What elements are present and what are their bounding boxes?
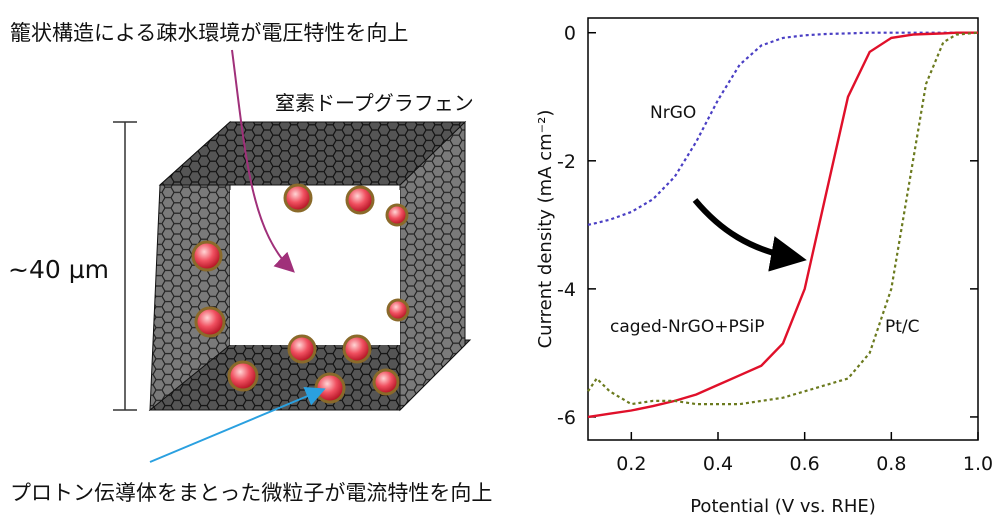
y-tick-label: 0 xyxy=(564,23,576,45)
series-label: NrGO xyxy=(650,103,696,123)
x-tick-label: 0.4 xyxy=(703,453,733,475)
x-tick-label: 0.2 xyxy=(616,453,646,475)
cage-diagram: 籠状構造による疎水環境が電圧特性を向上 窒素ドープグラフェン ~40 µm プロ… xyxy=(8,21,492,505)
y-tick-label: -2 xyxy=(557,151,576,173)
x-tick-label: 0.8 xyxy=(876,453,906,475)
diagram-title: 籠状構造による疎水環境が電圧特性を向上 xyxy=(10,21,408,45)
series-label: Pt/C xyxy=(885,317,920,337)
chart: 0 -2 -4 -6 0.2 0.4 0.6 0.8 1.0 Potential (V vs. R… xyxy=(535,18,993,517)
x-tick-label: 0.6 xyxy=(790,453,820,475)
series-label: caged-NrGO+PSiP xyxy=(610,317,764,337)
x-axis-label: Potential (V vs. RHE) xyxy=(690,496,876,517)
graphene-label: 窒素ドープグラフェン xyxy=(275,91,474,115)
y-tick-label: -6 xyxy=(557,407,576,429)
size-label: ~40 µm xyxy=(8,255,109,284)
series-line xyxy=(588,33,978,417)
x-tick-label: 1.0 xyxy=(963,453,993,475)
plot-frame xyxy=(588,18,978,440)
y-tick-label: -4 xyxy=(557,279,576,301)
figure: 籠状構造による疎水環境が電圧特性を向上 窒素ドープグラフェン ~40 µm プロ… xyxy=(0,0,1004,525)
particle-label: プロトン伝導体をまとった微粒子が電流特性を向上 xyxy=(10,481,492,505)
y-axis-label: Current density (mA cm⁻²) xyxy=(535,110,556,349)
series-line xyxy=(588,33,978,404)
